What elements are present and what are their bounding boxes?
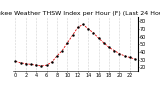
- Title: Milwaukee Weather THSW Index per Hour (F) (Last 24 Hours): Milwaukee Weather THSW Index per Hour (F…: [0, 11, 160, 16]
